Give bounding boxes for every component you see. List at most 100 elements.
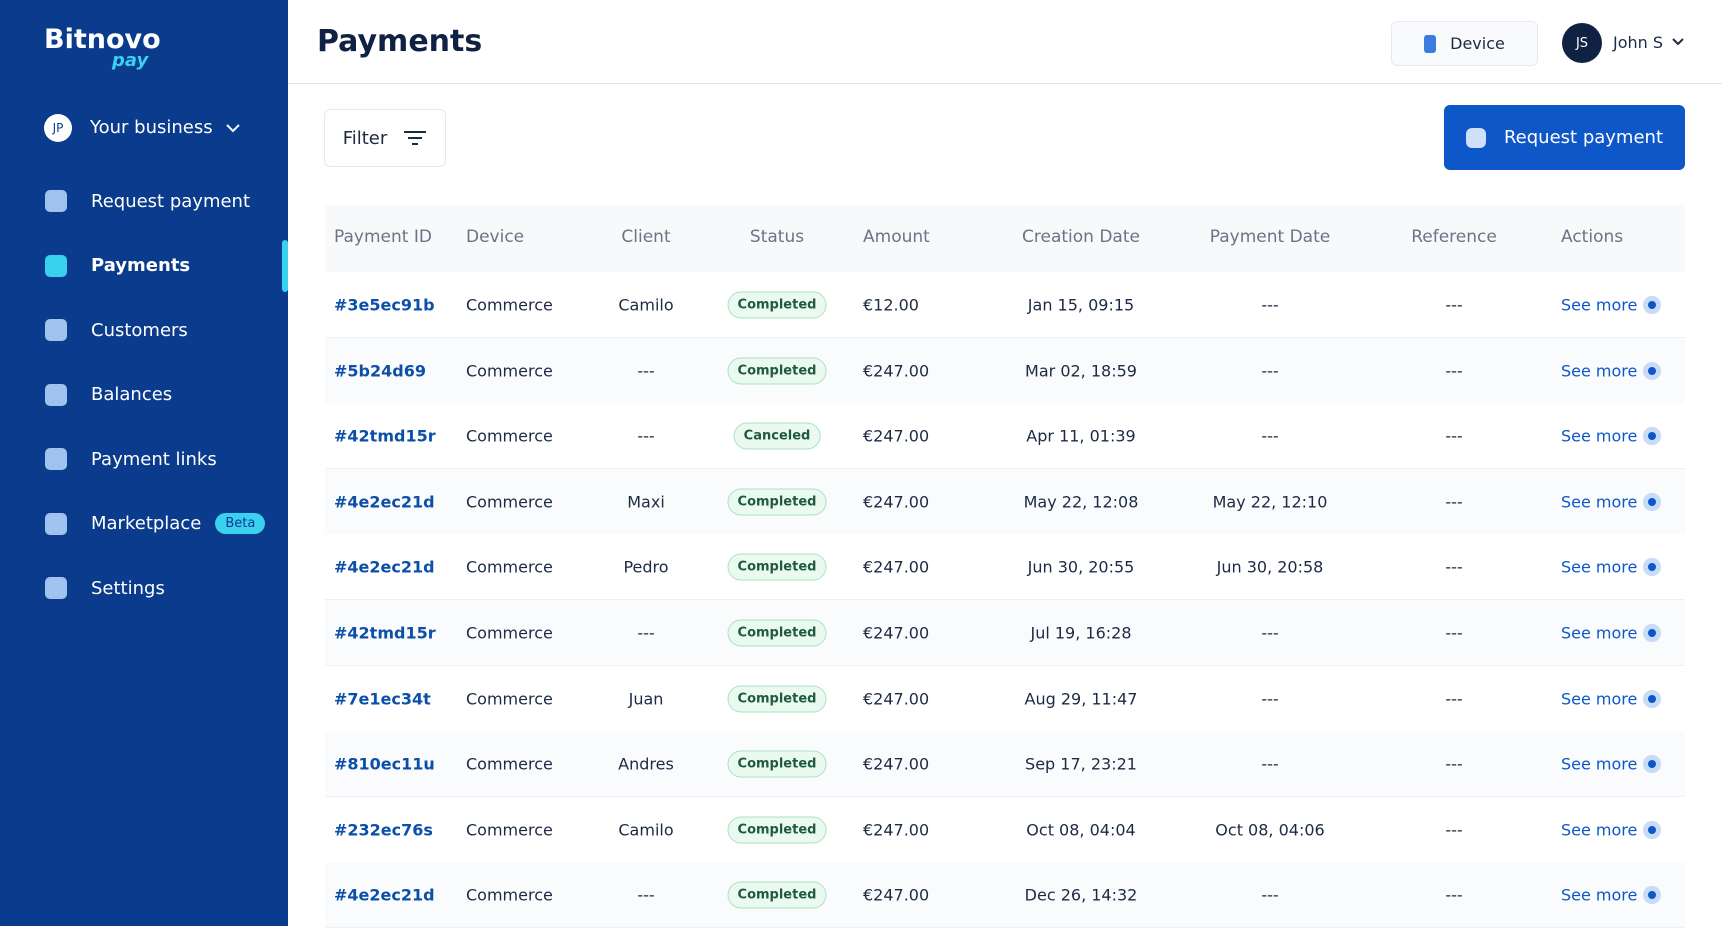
nav-icon [45, 319, 67, 341]
payment-id[interactable]: #4e2ec21d [334, 492, 435, 512]
payment-date: --- [1261, 623, 1279, 643]
nav-icon [45, 254, 67, 277]
client: Andres [618, 754, 674, 774]
nav-icon [45, 383, 67, 406]
active-indicator [282, 239, 288, 292]
action-link[interactable]: See more [1561, 820, 1638, 840]
amount: €247.00 [863, 623, 930, 643]
nav-item[interactable]: Marketplace Beta [45, 504, 266, 544]
column-header: Actions [1561, 227, 1624, 247]
client: --- [637, 885, 655, 905]
nav-label: Payments [91, 255, 191, 276]
eye-icon[interactable] [1643, 427, 1661, 446]
action-link[interactable]: See more [1561, 361, 1638, 381]
table-row [325, 600, 1685, 666]
eye-icon[interactable] [1643, 689, 1661, 708]
payment-id[interactable]: #42tmd15r [334, 623, 436, 643]
column-header: Payment ID [334, 227, 432, 247]
eye-icon[interactable] [1643, 624, 1661, 642]
logo: Bitnovo [44, 24, 161, 55]
amount: €247.00 [863, 689, 930, 709]
device: Commerce [466, 426, 553, 446]
business-name[interactable]: Your business [90, 117, 213, 138]
eye-icon[interactable] [1643, 492, 1661, 511]
action-link[interactable]: See more [1561, 689, 1638, 709]
amount: €247.00 [863, 492, 930, 512]
status-badge: Completed [727, 357, 827, 385]
device-button[interactable]: Device [1391, 21, 1538, 66]
payment-id[interactable]: #7e1ec34t [334, 689, 431, 709]
creation-date: Jan 15, 09:15 [1027, 295, 1135, 315]
status: Completed [727, 881, 827, 909]
amount: €247.00 [863, 885, 930, 905]
column-header: Client [621, 227, 671, 247]
client: --- [637, 623, 655, 643]
eye-icon[interactable] [1643, 755, 1661, 774]
payment-date: --- [1261, 689, 1279, 709]
nav-item[interactable]: Request payment [45, 181, 250, 221]
payment-id[interactable]: #3e5ec91b [334, 295, 435, 315]
payment-id[interactable]: #4e2ec21d [334, 885, 435, 905]
device: Commerce [466, 623, 553, 643]
action-link[interactable]: See more [1561, 623, 1638, 643]
table-row [325, 337, 1685, 404]
action-link[interactable]: See more [1561, 492, 1638, 512]
eye-icon[interactable] [1643, 886, 1661, 905]
action-link[interactable]: See more [1561, 557, 1638, 577]
filter-button[interactable]: Filter [324, 109, 446, 167]
creation-date: Oct 08, 04:04 [1026, 820, 1136, 840]
action-link[interactable]: See more [1561, 426, 1638, 446]
payment-id[interactable]: #232ec76s [334, 820, 433, 840]
status: Completed [727, 685, 827, 713]
request-icon [1465, 127, 1486, 148]
status: Completed [727, 816, 827, 844]
nav-item[interactable]: Payment links [45, 439, 217, 479]
table-row [325, 272, 1685, 338]
nav-item[interactable]: Customers [45, 310, 188, 350]
amount: €247.00 [863, 361, 930, 381]
creation-date: Jul 19, 16:28 [1030, 623, 1132, 643]
user-name[interactable]: John S [1613, 33, 1664, 52]
action-link[interactable]: See more [1561, 295, 1638, 315]
action-link[interactable]: See more [1561, 885, 1638, 905]
user-avatar[interactable]: JS [1562, 23, 1602, 63]
device: Commerce [466, 361, 553, 381]
nav-icon [45, 448, 67, 470]
eye-icon[interactable] [1643, 361, 1661, 380]
device: Commerce [466, 492, 553, 512]
payment-id[interactable]: #4e2ec21d [334, 557, 435, 577]
payment-date: --- [1261, 295, 1279, 315]
creation-date: Apr 11, 01:39 [1026, 426, 1136, 446]
reference: --- [1445, 295, 1463, 315]
reference: --- [1445, 623, 1463, 643]
status-badge: Completed [727, 816, 827, 844]
device: Commerce [466, 295, 553, 315]
nav-item[interactable]: Balances [45, 375, 172, 415]
creation-date: Aug 29, 11:47 [1024, 689, 1138, 709]
table-header-row [325, 205, 1685, 273]
reference: --- [1445, 361, 1463, 381]
amount: €247.00 [863, 754, 930, 774]
eye-icon[interactable] [1643, 296, 1661, 314]
nav-item[interactable]: Settings [45, 568, 165, 608]
action-link[interactable]: See more [1561, 754, 1638, 774]
client: Juan [628, 689, 664, 709]
status-badge: Completed [727, 750, 827, 778]
payment-date: --- [1261, 885, 1279, 905]
column-header: Payment Date [1209, 227, 1331, 247]
nav-item[interactable]: Payments [45, 246, 190, 286]
eye-icon[interactable] [1643, 820, 1661, 839]
eye-icon[interactable] [1643, 558, 1661, 577]
payment-id[interactable]: #810ec11u [334, 754, 435, 774]
device: Commerce [466, 885, 553, 905]
request-payment-button[interactable]: Request payment [1444, 105, 1685, 170]
payment-id[interactable]: #42tmd15r [334, 426, 436, 446]
payment-id[interactable]: #5b24d69 [334, 361, 426, 381]
amount: €12.00 [863, 295, 919, 315]
creation-date: May 22, 12:08 [1023, 492, 1139, 512]
nav-label: Settings [91, 577, 165, 599]
reference: --- [1445, 885, 1463, 905]
nav-label: Customers [91, 319, 188, 341]
amount: €247.00 [863, 426, 930, 446]
